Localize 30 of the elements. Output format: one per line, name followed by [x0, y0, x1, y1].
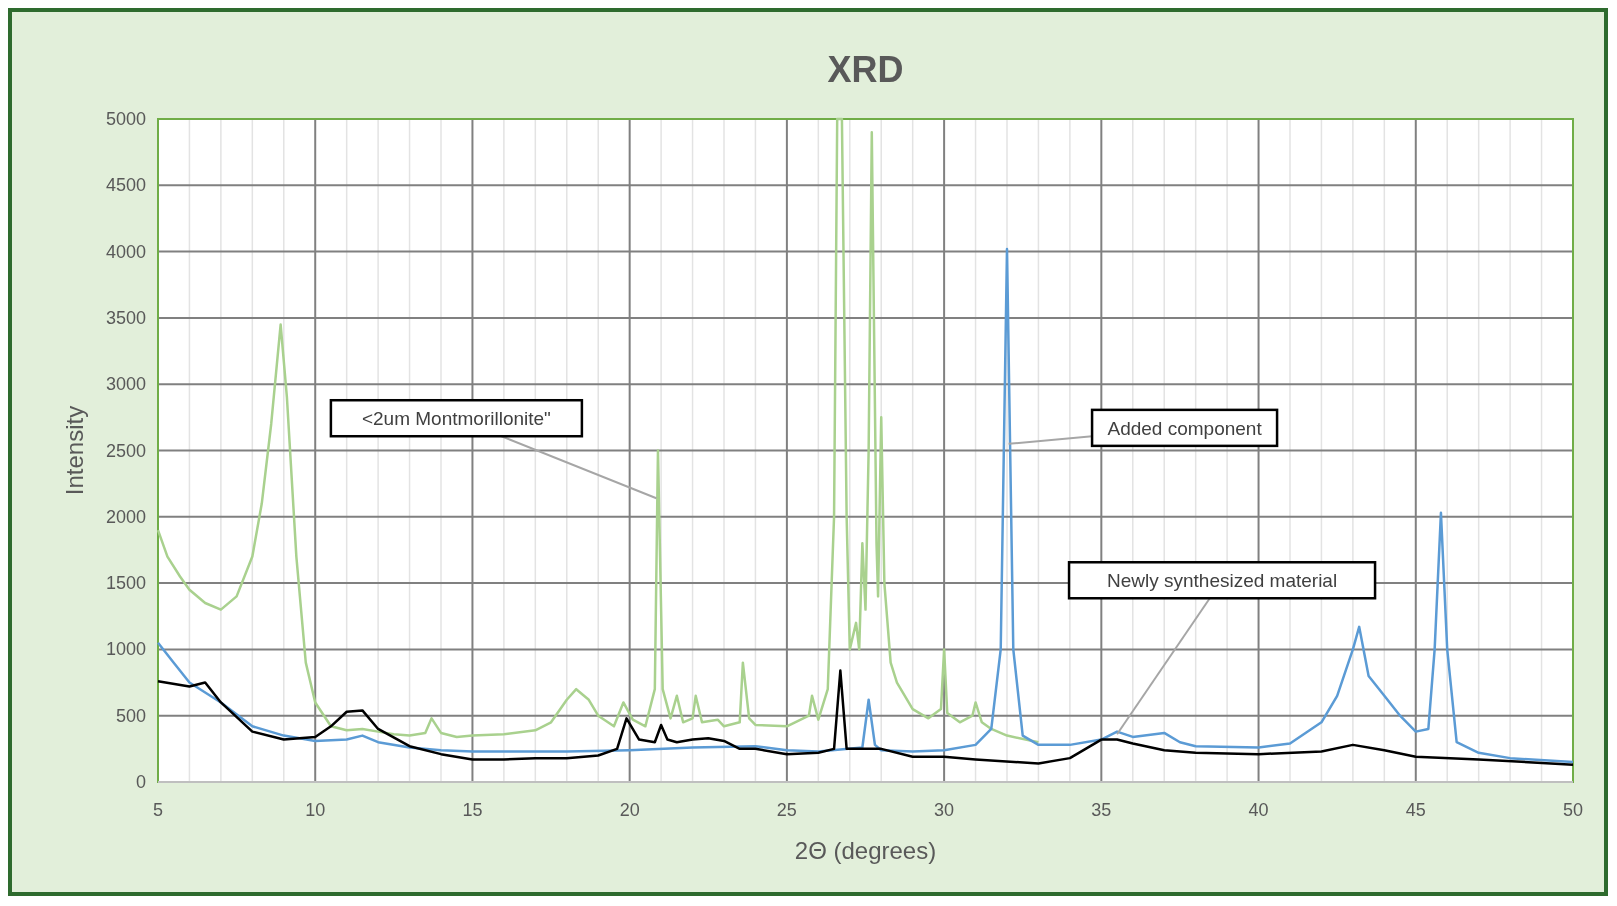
x-tick-label: 35 — [1091, 800, 1112, 820]
y-tick-label: 4000 — [105, 241, 146, 262]
y-tick-label: 500 — [115, 705, 146, 726]
y-tick-label: 2500 — [105, 440, 146, 461]
annotation: Added component — [1107, 417, 1263, 439]
x-tick-label: 15 — [462, 800, 483, 820]
y-tick-label: 3000 — [105, 374, 146, 395]
x-tick-label: 40 — [1248, 800, 1269, 820]
x-tick-label: 10 — [305, 800, 326, 820]
annotation: Newly synthesized material — [1106, 570, 1338, 592]
annotation: <2um Montmorillonite" — [361, 408, 551, 430]
x-tick-label: 25 — [776, 800, 797, 820]
line-series — [156, 247, 1575, 764]
chart-title: XRD — [827, 49, 904, 90]
x-tick-label: 50 — [1562, 800, 1584, 820]
y-tick-label: 0 — [135, 772, 146, 792]
x-tick-label: 30 — [934, 800, 955, 820]
y-axis-title: Intensity — [61, 405, 88, 496]
y-tick-label: 2000 — [105, 506, 146, 527]
x-axis-title: 2Θ (degrees) — [794, 837, 937, 864]
x-tick-label: 5 — [152, 800, 164, 820]
y-tick-label: 5000 — [105, 109, 146, 129]
y-tick-label: 1500 — [105, 573, 146, 594]
y-tick-label: 3500 — [105, 307, 146, 328]
line-series — [156, 117, 1040, 744]
x-tick-label: 20 — [619, 800, 640, 820]
line-series — [156, 669, 1575, 767]
x-tick-label: 45 — [1405, 800, 1426, 820]
y-tick-label: 4500 — [105, 175, 146, 196]
y-tick-label: 1000 — [105, 639, 146, 660]
